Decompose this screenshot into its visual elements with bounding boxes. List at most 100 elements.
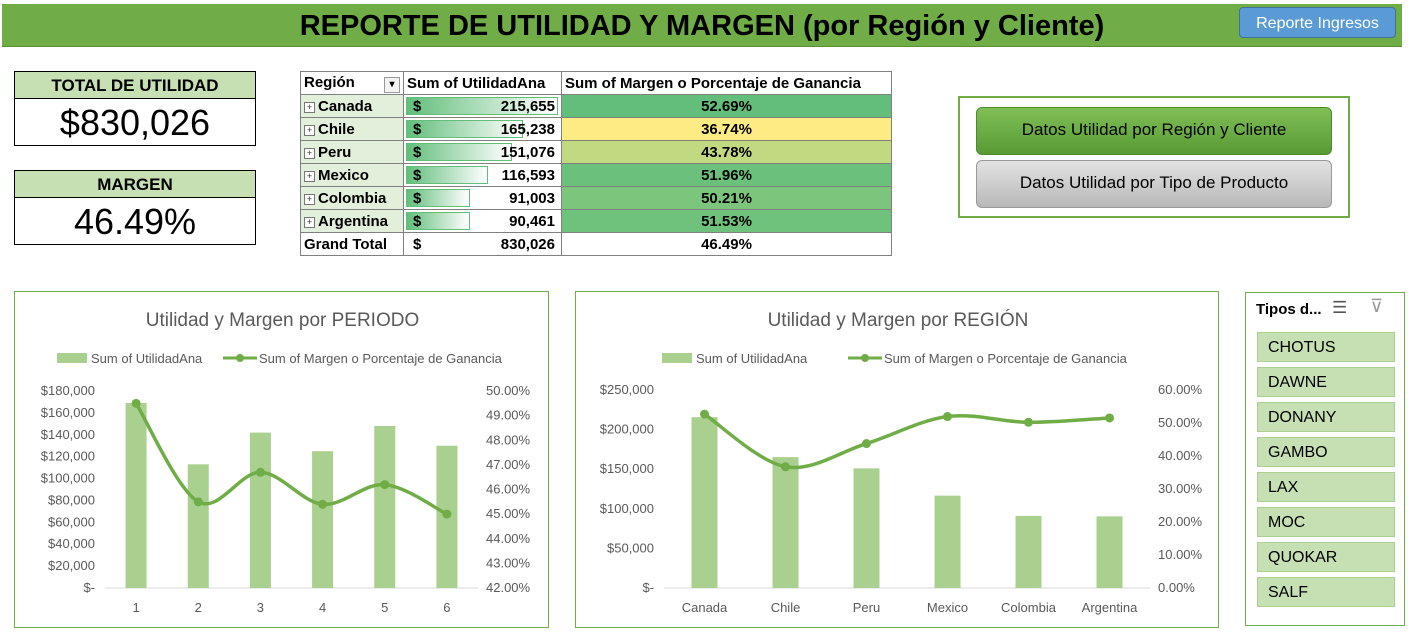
datos-tipo-producto-button[interactable]: Datos Utilidad por Tipo de Producto <box>976 160 1332 208</box>
right-tick-label: 40.00% <box>1158 448 1203 463</box>
line-point[interactable] <box>862 439 871 449</box>
right-tick-label: 45.00% <box>486 506 531 521</box>
right-tick-label: 0.00% <box>1158 580 1195 595</box>
pivot-row[interactable]: + Peru $151,076 43.78% <box>300 140 892 164</box>
expand-icon[interactable]: + <box>304 101 315 113</box>
region-cell[interactable]: + Peru <box>300 140 404 164</box>
grand-total-row[interactable]: Grand Total $ 830,026 46.49% <box>300 232 892 256</box>
region-cell[interactable]: + Chile <box>300 117 404 141</box>
left-tick-label: $80,000 <box>48 492 95 507</box>
pivot-row[interactable]: + Chile $165,238 36.74% <box>300 117 892 141</box>
region-cell[interactable]: + Mexico <box>300 163 404 187</box>
header-region[interactable]: Región ▾ <box>300 71 404 95</box>
kpi-margen-label: MARGEN <box>15 171 255 198</box>
line-point[interactable] <box>255 467 265 477</box>
line-point[interactable] <box>781 462 790 472</box>
category-label: Chile <box>771 600 801 615</box>
pivot-row[interactable]: + Colombia $91,003 50.21% <box>300 186 892 210</box>
slicer-item[interactable]: QUOKAR <box>1257 542 1395 572</box>
slicer-item[interactable]: LAX <box>1257 472 1395 502</box>
reporte-ingresos-button[interactable]: Reporte Ingresos <box>1239 7 1396 38</box>
bar[interactable] <box>1015 515 1042 588</box>
clear-filter-icon[interactable]: ⊽ <box>1370 296 1384 316</box>
bar[interactable] <box>1096 516 1123 588</box>
bar[interactable] <box>934 495 961 588</box>
currency-symbol: $ <box>413 190 422 207</box>
filter-dropdown-icon[interactable]: ▾ <box>384 76 400 93</box>
slicer-item[interactable]: DAWNE <box>1257 367 1395 397</box>
header-utilidad[interactable]: Sum of UtilidadAna <box>403 71 562 95</box>
bar[interactable] <box>691 417 718 588</box>
multi-select-icon[interactable]: ☰ <box>1332 298 1348 317</box>
grand-total-utilidad: 830,026 <box>500 236 555 253</box>
currency-symbol: $ <box>413 144 422 161</box>
slicer-item[interactable]: MOC <box>1257 507 1395 537</box>
pivot-row[interactable]: + Argentina $90,461 51.53% <box>300 209 892 233</box>
chart-region[interactable]: Utilidad y Margen por REGIÓN Sum of Utili… <box>575 291 1219 628</box>
left-tick-label: $60,000 <box>48 514 95 529</box>
chart-legend: Sum of UtilidadAna Sum of Margen o Porcen… <box>662 351 1128 366</box>
utilidad-value: 165,238 <box>500 121 555 138</box>
pivot-table[interactable]: Región ▾ Sum of UtilidadAna Sum of Marge… <box>300 71 892 256</box>
bar[interactable] <box>249 432 271 588</box>
line-point[interactable] <box>442 509 452 519</box>
currency-symbol: $ <box>413 236 422 253</box>
legend-line-label: Sum of Margen o Porcentaje de Ganancia <box>259 351 503 366</box>
right-tick-label: 44.00% <box>486 531 531 546</box>
line-point[interactable] <box>1105 413 1114 423</box>
bar[interactable] <box>312 451 334 588</box>
left-tick-label: $160,000 <box>41 405 95 420</box>
datos-region-cliente-button[interactable]: Datos Utilidad por Región y Cliente <box>976 107 1332 155</box>
expand-icon[interactable]: + <box>304 147 315 159</box>
line-point[interactable] <box>380 480 390 490</box>
left-tick-label: $250,000 <box>600 382 654 397</box>
legend-line-marker <box>861 354 869 362</box>
category-label: 5 <box>381 600 388 615</box>
line-point[interactable] <box>193 497 203 507</box>
bar[interactable] <box>853 468 880 588</box>
chart-periodo[interactable]: Utilidad y Margen por PERIODO Sum of Util… <box>14 291 549 628</box>
slicer-title: Tipos d... <box>1256 301 1322 318</box>
region-cell[interactable]: + Canada <box>300 94 404 118</box>
chart-region-svg: Utilidad y Margen por REGIÓN Sum of Utili… <box>600 309 1203 615</box>
expand-icon[interactable]: + <box>304 193 315 205</box>
line-point[interactable] <box>1024 417 1033 427</box>
margin-line[interactable] <box>703 412 1110 470</box>
utilidad-cell: $215,655 <box>403 94 562 118</box>
right-tick-label: 20.00% <box>1158 514 1203 529</box>
utilidad-cell: $116,593 <box>403 163 562 187</box>
region-cell[interactable]: + Argentina <box>300 209 404 233</box>
bar[interactable] <box>125 403 147 588</box>
bar[interactable] <box>374 426 396 588</box>
pivot-row[interactable]: + Canada $215,655 52.69% <box>300 94 892 118</box>
left-tick-label: $180,000 <box>41 383 95 398</box>
region-cell[interactable]: + Colombia <box>300 186 404 210</box>
right-tick-label: 49.00% <box>486 408 531 423</box>
margin-line[interactable] <box>134 402 448 516</box>
margen-cell: 50.21% <box>561 186 892 210</box>
line-point[interactable] <box>943 412 952 422</box>
category-label: Canada <box>682 600 728 615</box>
pivot-row[interactable]: + Mexico $116,593 51.96% <box>300 163 892 187</box>
expand-icon[interactable]: + <box>304 124 315 136</box>
category-label: 3 <box>257 600 264 615</box>
line-point[interactable] <box>318 499 328 509</box>
line-point[interactable] <box>700 409 709 419</box>
left-tick-label: $- <box>642 580 654 595</box>
category-label: 4 <box>319 600 326 615</box>
expand-icon[interactable]: + <box>304 216 315 228</box>
line-point[interactable] <box>131 398 141 408</box>
bar[interactable] <box>772 457 799 588</box>
slicer-item[interactable]: CHOTUS <box>1257 332 1395 362</box>
right-tick-label: 30.00% <box>1158 481 1203 496</box>
tipos-slicer[interactable]: Tipos d... ☰ ⊽ CHOTUS DAWNE DONANY GAMBO LAX… <box>1245 292 1405 626</box>
slicer-item[interactable]: GAMBO <box>1257 437 1395 467</box>
expand-icon[interactable]: + <box>304 170 315 182</box>
slicer-item[interactable]: SALF <box>1257 577 1395 607</box>
slicer-item[interactable]: DONANY <box>1257 402 1395 432</box>
bar[interactable] <box>187 464 209 588</box>
margen-cell: 52.69% <box>561 94 892 118</box>
page-title: REPORTE DE UTILIDAD Y MARGEN (por Región… <box>299 10 1105 42</box>
header-margen[interactable]: Sum of Margen o Porcentaje de Ganancia <box>561 71 892 95</box>
kpi-utilidad-value: $830,026 <box>59 102 211 143</box>
